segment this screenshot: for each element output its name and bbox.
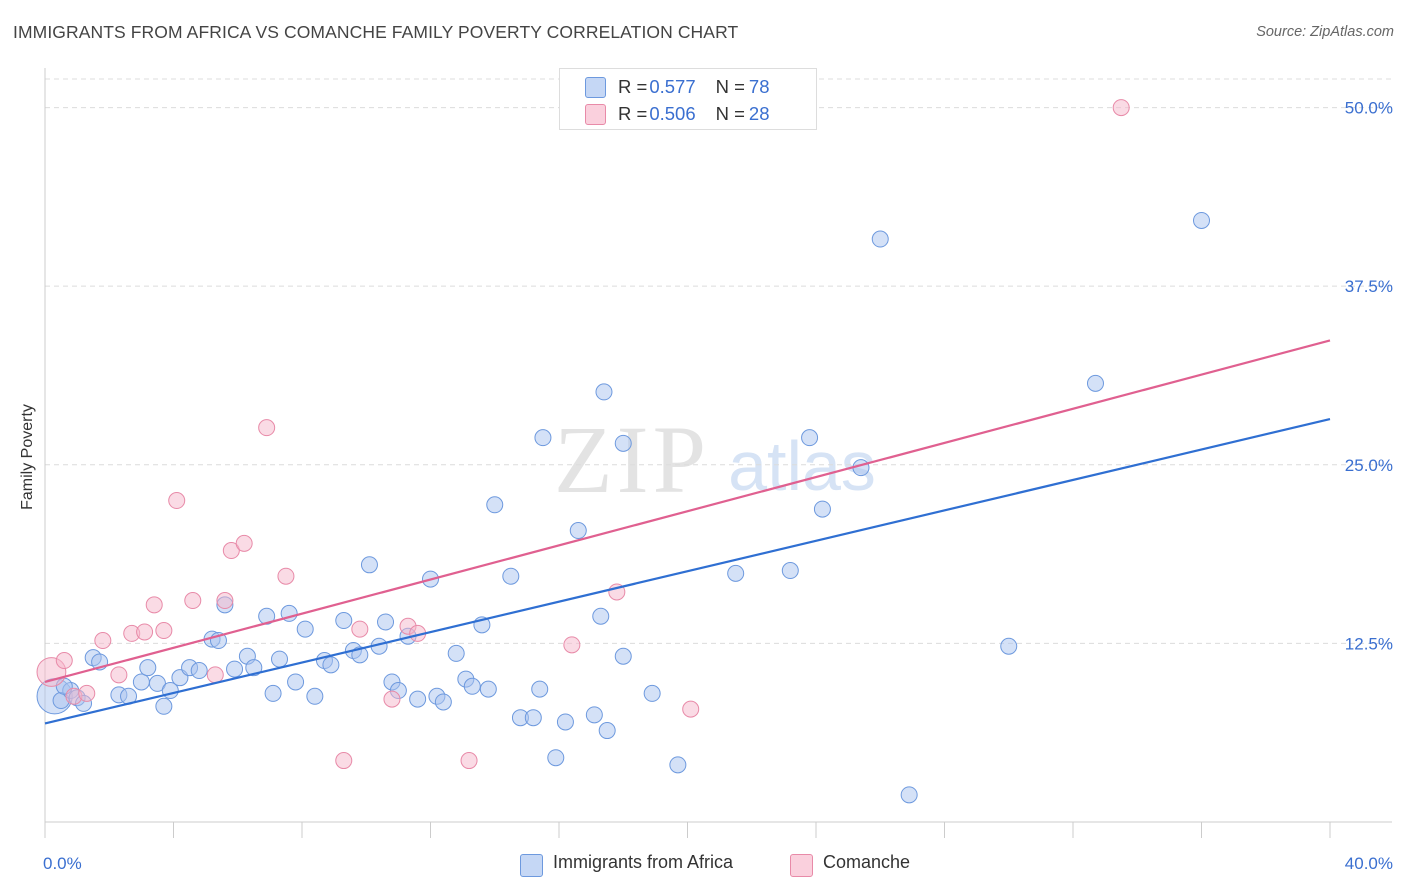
legend-r-label: R = xyxy=(618,103,648,124)
comanche-point xyxy=(235,534,253,552)
africa-point xyxy=(258,607,276,625)
africa-point xyxy=(598,722,616,740)
y-tick-label: 37.5% xyxy=(1345,277,1393,296)
africa-point xyxy=(139,659,157,677)
africa-point xyxy=(1193,211,1210,229)
y-tick-label: 12.5% xyxy=(1345,634,1393,653)
africa-point xyxy=(360,556,378,574)
legend-n-label: N = xyxy=(715,103,745,124)
series-swatch-comanche xyxy=(790,854,813,877)
watermark-zip: ZIP xyxy=(554,406,710,513)
africa-point xyxy=(434,693,452,711)
africa-point xyxy=(547,749,565,767)
comanche-point xyxy=(682,700,700,718)
africa-point xyxy=(463,677,481,695)
comanche-point xyxy=(460,752,478,770)
africa-point xyxy=(569,522,587,540)
legend-row-comanche: R = 0.506 N = 28 xyxy=(585,103,770,125)
comanche-point xyxy=(136,623,154,641)
africa-point xyxy=(264,684,282,702)
chart-title: IMMIGRANTS FROM AFRICA VS COMANCHE FAMIL… xyxy=(13,22,739,42)
legend-r-label: R = xyxy=(618,76,648,97)
africa-point xyxy=(900,786,918,804)
africa-point xyxy=(813,500,831,518)
correlation-legend: R = 0.577 N = 78 R = 0.506 N = 28 xyxy=(559,68,817,130)
comanche-point xyxy=(55,652,73,670)
africa-point xyxy=(585,706,603,724)
comanche-point xyxy=(155,622,173,640)
comanche-point xyxy=(563,636,581,654)
africa-point xyxy=(531,680,549,698)
africa-point xyxy=(1086,374,1104,392)
comanche-point xyxy=(168,492,186,510)
africa-point xyxy=(409,690,427,708)
legend-row-africa: R = 0.577 N = 78 xyxy=(585,76,770,98)
comanche-point xyxy=(94,632,112,650)
africa-point xyxy=(190,662,208,680)
africa-point xyxy=(306,687,324,705)
africa-point xyxy=(148,674,166,692)
comanche-point xyxy=(184,592,202,610)
africa-point xyxy=(132,673,150,691)
series-label-africa: Immigrants from Africa xyxy=(553,852,734,872)
africa-trend-line xyxy=(44,417,1331,725)
africa-point xyxy=(287,673,305,691)
comanche-point xyxy=(351,620,369,638)
africa-point xyxy=(322,656,340,674)
africa-point xyxy=(155,697,173,715)
africa-point xyxy=(524,709,542,727)
comanche-point xyxy=(335,752,353,770)
comanche-point xyxy=(78,684,96,702)
africa-point xyxy=(486,496,504,514)
y-tick-label: 25.0% xyxy=(1345,456,1393,475)
africa-point xyxy=(614,434,632,452)
africa-point xyxy=(592,607,610,625)
comanche-point xyxy=(206,666,224,684)
africa-point xyxy=(871,230,889,248)
africa-point xyxy=(271,650,289,668)
source-credit: Source: ZipAtlas.com xyxy=(1256,24,1394,40)
legend-n-label: N = xyxy=(715,76,745,97)
comanche-point xyxy=(1112,99,1130,117)
comanche-point xyxy=(277,567,295,585)
africa-point xyxy=(595,383,613,401)
africa-point xyxy=(781,562,799,580)
comanche-point xyxy=(222,542,240,560)
africa-point xyxy=(1000,637,1018,655)
legend-swatch-africa xyxy=(585,76,606,98)
legend-swatch-comanche xyxy=(585,103,606,125)
africa-point xyxy=(447,644,465,662)
comanche-point xyxy=(383,690,401,708)
comanche-point xyxy=(110,666,128,684)
africa-point xyxy=(614,647,632,665)
africa-point xyxy=(226,660,244,678)
africa-point xyxy=(479,680,497,698)
comanche-trend-line xyxy=(44,339,1331,684)
africa-point xyxy=(335,612,353,630)
series-label-comanche: Comanche xyxy=(823,852,911,872)
africa-point xyxy=(296,620,314,638)
africa-point xyxy=(245,659,263,677)
africa-point xyxy=(643,684,661,702)
africa-point xyxy=(556,713,574,731)
africa-point xyxy=(534,429,552,447)
x-tick-label: 40.0% xyxy=(1345,854,1393,873)
y-tick-label: 50.0% xyxy=(1345,99,1393,118)
comanche-point xyxy=(258,419,276,437)
africa-point xyxy=(801,429,819,447)
legend-r-value: 0.577 xyxy=(649,76,696,97)
series-swatch-africa xyxy=(520,854,543,877)
comanche-point xyxy=(216,592,234,610)
africa-point xyxy=(727,564,745,582)
africa-point xyxy=(669,756,687,774)
legend-n-value: 78 xyxy=(748,76,770,97)
legend-r-value: 0.506 xyxy=(649,103,696,124)
x-tick-label: 0.0% xyxy=(43,854,82,873)
africa-point xyxy=(377,613,395,631)
comanche-point xyxy=(145,596,163,614)
africa-point xyxy=(502,567,520,585)
legend-n-value: 28 xyxy=(748,103,770,124)
